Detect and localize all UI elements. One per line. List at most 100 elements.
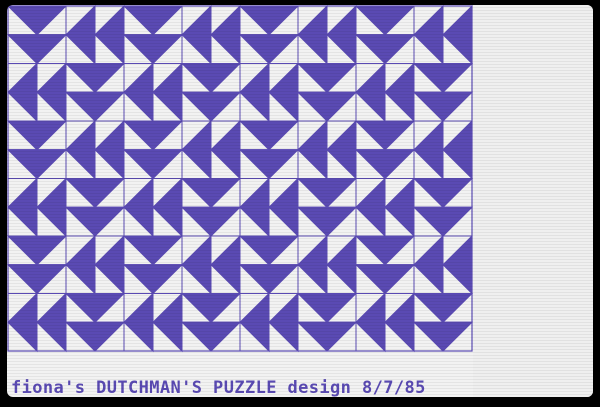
quilt-block bbox=[354, 5, 474, 123]
block-quadrant bbox=[355, 292, 415, 353]
quilt-block bbox=[354, 234, 474, 353]
block-quadrant bbox=[7, 292, 67, 353]
goose-triangle bbox=[354, 264, 416, 295]
block-quadrant bbox=[412, 293, 474, 352]
quilt-pattern bbox=[7, 5, 593, 397]
goose-triangle bbox=[7, 264, 68, 295]
goose-triangle bbox=[238, 235, 300, 266]
block-quadrant bbox=[65, 119, 125, 180]
goose-triangle bbox=[180, 91, 242, 122]
goose-triangle bbox=[64, 91, 126, 122]
block-quadrant bbox=[296, 63, 358, 122]
block-quadrant bbox=[123, 292, 183, 353]
goose-triangle bbox=[354, 149, 416, 180]
block-quadrant bbox=[239, 292, 299, 353]
goose-triangle bbox=[354, 120, 416, 151]
block-quadrant bbox=[7, 235, 68, 295]
block-quadrant bbox=[122, 235, 184, 295]
block-quadrant bbox=[122, 5, 184, 65]
block-quadrant bbox=[413, 119, 473, 180]
goose-triangle bbox=[354, 235, 416, 266]
block-quadrant bbox=[297, 5, 357, 65]
block-quadrant bbox=[354, 5, 416, 65]
goose-triangle bbox=[238, 34, 300, 65]
goose-triangle bbox=[7, 149, 68, 180]
goose-triangle bbox=[296, 206, 358, 237]
goose-triangle bbox=[296, 91, 358, 122]
block-quadrant bbox=[180, 293, 242, 352]
block-quadrant bbox=[180, 63, 242, 122]
goose-triangle bbox=[180, 293, 242, 323]
quilt-block bbox=[122, 234, 242, 353]
goose-triangle bbox=[122, 120, 184, 151]
goose-triangle bbox=[122, 235, 184, 266]
goose-triangle bbox=[238, 120, 300, 151]
block-quadrant bbox=[412, 63, 474, 122]
quilt-block bbox=[238, 234, 358, 353]
block-quadrant bbox=[64, 293, 126, 352]
block-quadrant bbox=[355, 177, 415, 238]
goose-triangle bbox=[296, 63, 358, 93]
goose-triangle bbox=[64, 178, 126, 208]
goose-triangle bbox=[412, 321, 474, 352]
goose-triangle bbox=[122, 34, 184, 65]
block-quadrant bbox=[7, 177, 67, 238]
block-quadrant bbox=[297, 119, 357, 180]
quilt-block bbox=[122, 5, 242, 123]
goose-triangle bbox=[412, 206, 474, 237]
goose-triangle bbox=[296, 178, 358, 208]
display-area: fiona's DUTCHMAN'S PUZZLE design 8/7/85 bbox=[7, 5, 593, 397]
block-quadrant bbox=[181, 119, 241, 180]
block-quadrant bbox=[355, 62, 415, 123]
dutchmans-puzzle-quilt bbox=[7, 5, 593, 397]
goose-triangle bbox=[412, 178, 474, 208]
block-quadrant bbox=[238, 120, 300, 180]
block-quadrant bbox=[296, 293, 358, 352]
block-quadrant bbox=[413, 234, 473, 295]
block-quadrant bbox=[7, 120, 68, 180]
quilt-block bbox=[122, 119, 242, 238]
block-quadrant bbox=[297, 234, 357, 295]
goose-triangle bbox=[180, 206, 242, 237]
goose-triangle bbox=[296, 293, 358, 323]
quilt-block bbox=[238, 5, 358, 123]
goose-triangle bbox=[238, 264, 300, 295]
goose-triangle bbox=[64, 206, 126, 237]
goose-triangle bbox=[180, 178, 242, 208]
block-quadrant bbox=[7, 62, 67, 123]
goose-triangle bbox=[296, 321, 358, 352]
quilt-block bbox=[7, 119, 126, 238]
goose-triangle bbox=[180, 63, 242, 93]
goose-triangle bbox=[64, 321, 126, 352]
block-quadrant bbox=[412, 178, 474, 237]
quilt-block bbox=[238, 119, 358, 238]
block-quadrant bbox=[65, 5, 125, 65]
goose-triangle bbox=[238, 149, 300, 180]
block-quadrant bbox=[65, 234, 125, 295]
goose-triangle bbox=[412, 63, 474, 93]
block-quadrant bbox=[64, 63, 126, 122]
block-quadrant bbox=[354, 235, 416, 295]
block-quadrant bbox=[296, 178, 358, 237]
block-quadrant bbox=[238, 235, 300, 295]
goose-triangle bbox=[412, 91, 474, 122]
block-quadrant bbox=[123, 62, 183, 123]
design-caption: fiona's DUTCHMAN'S PUZZLE design 8/7/85 bbox=[11, 378, 426, 397]
block-quadrant bbox=[238, 5, 300, 65]
goose-triangle bbox=[122, 264, 184, 295]
quilt-block bbox=[7, 5, 126, 123]
block-quadrant bbox=[123, 177, 183, 238]
goose-triangle bbox=[180, 321, 242, 352]
block-quadrant bbox=[180, 178, 242, 237]
goose-triangle bbox=[7, 120, 68, 151]
goose-triangle bbox=[64, 63, 126, 93]
block-quadrant bbox=[64, 178, 126, 237]
block-quadrant bbox=[122, 120, 184, 180]
block-quadrant bbox=[239, 177, 299, 238]
goose-triangle bbox=[354, 34, 416, 65]
blank-panel bbox=[473, 5, 593, 397]
goose-triangle bbox=[412, 293, 474, 323]
goose-triangle bbox=[7, 235, 68, 266]
block-quadrant bbox=[413, 5, 473, 65]
